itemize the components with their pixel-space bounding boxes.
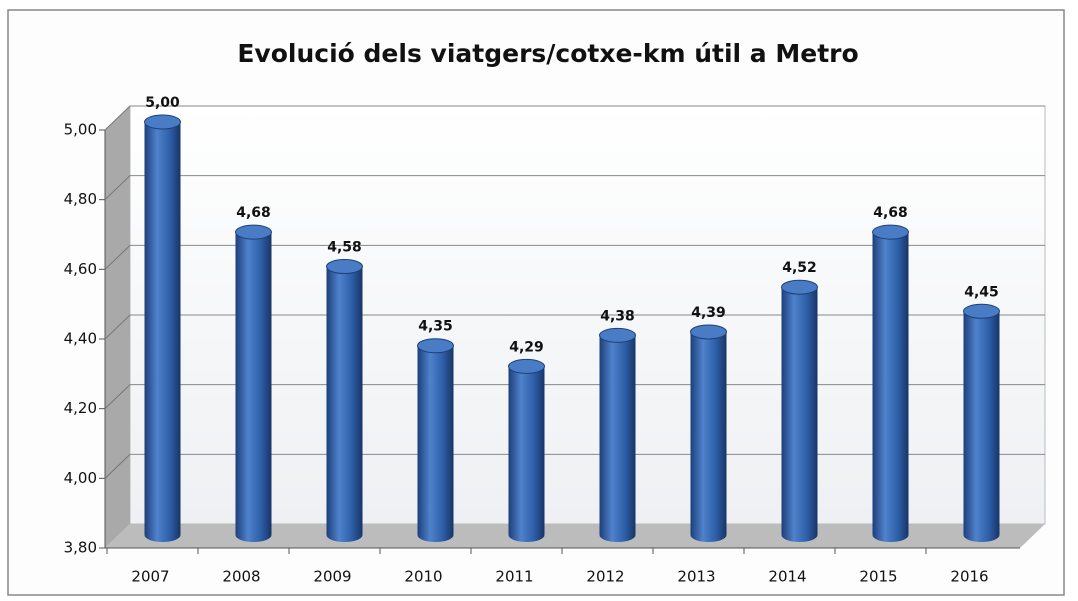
data-label: 4,58: [327, 240, 362, 256]
data-label: 4,29: [509, 339, 544, 355]
bar-top: [417, 338, 454, 354]
x-tick-label: 2010: [404, 568, 442, 586]
chart-title: Evolució dels viatgers/cotxe-km útil a M…: [237, 39, 858, 68]
x-tick-label: 2007: [131, 568, 169, 586]
bar-top: [599, 327, 636, 343]
bar: [872, 232, 909, 542]
bar-group: [599, 327, 636, 542]
data-label: 4,68: [873, 205, 908, 221]
x-tick-label: 2014: [768, 568, 806, 586]
x-tick-label: 2016: [950, 568, 988, 586]
bar-top: [781, 279, 818, 295]
x-tick-label: 2015: [859, 568, 897, 586]
data-label: 4,45: [964, 284, 999, 300]
data-label: 5,00: [145, 95, 180, 111]
bar-group: [872, 224, 909, 542]
y-tick-label: 4,00: [64, 469, 97, 487]
y-tick-label: 5,00: [64, 121, 97, 139]
bar-group: [690, 324, 727, 542]
grid-line: [104, 105, 131, 131]
x-tick-label: 2013: [677, 568, 715, 586]
bar-top: [963, 303, 1000, 319]
grid-line: [104, 384, 131, 410]
bar-top: [690, 324, 727, 340]
bar-group: [963, 303, 1000, 542]
bar-group: [781, 279, 818, 542]
bar: [781, 287, 818, 542]
bar-top: [872, 224, 909, 240]
y-tick-label: 4,80: [64, 190, 97, 208]
bar: [963, 311, 1000, 542]
data-label: 4,35: [418, 319, 453, 335]
bar: [417, 345, 454, 542]
grid-line: [104, 314, 131, 340]
bar-top: [144, 114, 181, 130]
bar: [326, 266, 363, 542]
bar: [690, 331, 727, 542]
bar: [599, 335, 636, 542]
bar-group: [326, 259, 363, 542]
bar-group: [235, 224, 272, 542]
data-label: 4,39: [691, 305, 726, 321]
bar-group: [144, 114, 181, 542]
bar-group: [417, 338, 454, 542]
grid-line: [104, 244, 131, 270]
bar-top: [326, 259, 363, 275]
bar-top: [235, 224, 272, 240]
bar-top: [508, 358, 545, 374]
grid-line: [104, 453, 131, 479]
data-label: 4,52: [782, 260, 817, 276]
bar: [508, 366, 545, 542]
grid-line: [104, 175, 131, 201]
y-tick-label: 4,60: [64, 260, 97, 278]
bar-group: [508, 358, 545, 542]
data-label: 4,38: [600, 308, 635, 324]
x-tick-label: 2008: [222, 568, 260, 586]
data-label: 4,68: [236, 205, 271, 221]
bar: [235, 232, 272, 542]
bar: [144, 122, 181, 542]
x-tick-label: 2009: [313, 568, 351, 586]
x-tick-label: 2012: [586, 568, 624, 586]
y-tick-label: 4,20: [64, 399, 97, 417]
x-tick-label: 2011: [495, 568, 533, 586]
y-tick-label: 4,40: [64, 330, 97, 348]
y-tick-label: 3,80: [64, 539, 97, 557]
